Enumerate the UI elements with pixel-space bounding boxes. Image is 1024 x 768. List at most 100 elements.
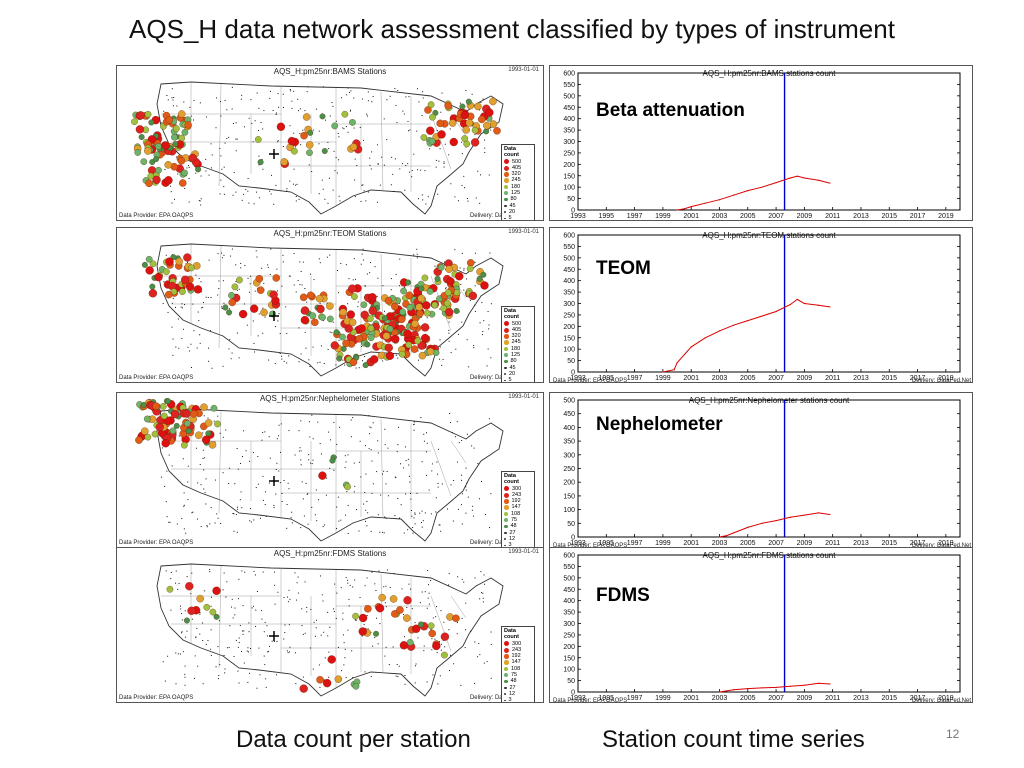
station-dot <box>193 677 195 679</box>
station-dot <box>383 470 385 472</box>
station-dot <box>448 329 450 331</box>
station-dot <box>443 261 445 263</box>
station-dot <box>363 503 365 505</box>
station-dot <box>360 476 362 478</box>
station-dot <box>398 303 400 305</box>
station-dot <box>177 173 179 175</box>
station-dot <box>479 322 481 324</box>
station-dot <box>337 496 339 498</box>
station-marker <box>307 129 314 136</box>
map-date: 1993-01-01 <box>508 67 539 73</box>
station-dot <box>319 686 321 688</box>
station-dot <box>282 261 284 263</box>
legend-swatch <box>504 660 509 665</box>
station-dot <box>247 190 249 192</box>
station-dot <box>409 481 411 483</box>
station-dot <box>190 343 192 345</box>
station-dot <box>366 273 368 275</box>
station-dot <box>336 592 338 594</box>
station-dot <box>241 570 243 572</box>
station-dot <box>183 328 185 330</box>
station-count-point <box>704 337 706 339</box>
y-tick-label: 150 <box>563 655 575 662</box>
station-dot <box>349 110 351 112</box>
x-tick-label: 2003 <box>712 213 728 220</box>
station-dot <box>438 448 440 450</box>
station-dot <box>204 492 206 494</box>
station-dot <box>235 264 237 266</box>
y-tick-label: 400 <box>563 598 575 605</box>
station-dot <box>408 475 410 477</box>
station-marker <box>355 335 364 343</box>
station-count-point <box>718 691 721 693</box>
station-dot <box>265 686 267 688</box>
station-dot <box>298 198 300 200</box>
station-dot <box>473 515 475 517</box>
station-dot <box>273 571 275 573</box>
station-dot <box>247 647 249 649</box>
legend-item: 108 <box>504 666 532 672</box>
y-tick-label: 350 <box>563 610 575 617</box>
station-dot <box>223 186 225 188</box>
station-dot <box>370 262 372 264</box>
station-marker <box>205 430 212 437</box>
station-count-chart: AQS_H:pm25nr:Nephelometer stations count… <box>549 392 973 548</box>
station-dot <box>249 520 251 522</box>
station-dot <box>474 682 476 684</box>
station-dot <box>479 598 481 600</box>
plot-frame <box>577 234 961 373</box>
station-dot <box>310 462 312 464</box>
station-dot <box>298 430 300 432</box>
station-dot <box>284 624 286 626</box>
station-marker <box>418 351 427 360</box>
station-dot <box>194 655 196 657</box>
station-count-point <box>761 522 763 524</box>
station-marker <box>403 329 412 338</box>
station-dot <box>333 421 335 423</box>
station-dot <box>264 621 266 623</box>
y-tick-label: 100 <box>563 185 575 192</box>
station-marker <box>444 289 452 296</box>
x-tick-label: 1993 <box>570 695 586 702</box>
chart-title: AQS_H:pm25nr:BAMS stations count <box>703 69 837 78</box>
station-dot <box>302 261 304 263</box>
station-dot <box>220 522 222 524</box>
station-dot <box>364 285 366 287</box>
station-dot <box>200 198 202 200</box>
station-dot <box>417 637 419 639</box>
station-dot <box>333 608 335 610</box>
state-boundary <box>218 245 222 349</box>
station-dot <box>393 572 395 574</box>
station-marker <box>339 308 347 316</box>
station-marker <box>391 302 399 311</box>
x-tick-label: 2015 <box>881 213 897 220</box>
station-dot <box>237 646 239 648</box>
station-marker <box>210 404 218 412</box>
station-marker <box>149 283 156 290</box>
station-dot <box>466 433 468 435</box>
station-count-point <box>803 514 805 516</box>
station-dot <box>355 278 357 280</box>
legend-title: Data count <box>504 308 519 321</box>
station-dot <box>439 148 441 150</box>
station-dot <box>362 259 364 261</box>
station-dot <box>313 621 315 623</box>
station-dot <box>172 105 174 107</box>
station-dot <box>352 676 354 678</box>
station-count-point <box>775 686 777 689</box>
station-marker <box>360 301 368 309</box>
station-dot <box>170 609 172 611</box>
station-dot <box>256 256 258 258</box>
station-dot <box>207 639 209 641</box>
legend-swatch <box>504 373 506 376</box>
station-dot <box>176 105 178 107</box>
station-marker <box>309 312 317 320</box>
station-dot <box>439 308 441 310</box>
station-marker <box>477 115 486 124</box>
station-dot <box>183 101 185 103</box>
station-dot <box>400 504 402 506</box>
station-marker <box>154 273 163 282</box>
station-dot <box>218 620 220 622</box>
x-tick-label: 2009 <box>797 213 813 220</box>
station-dot <box>320 345 322 347</box>
